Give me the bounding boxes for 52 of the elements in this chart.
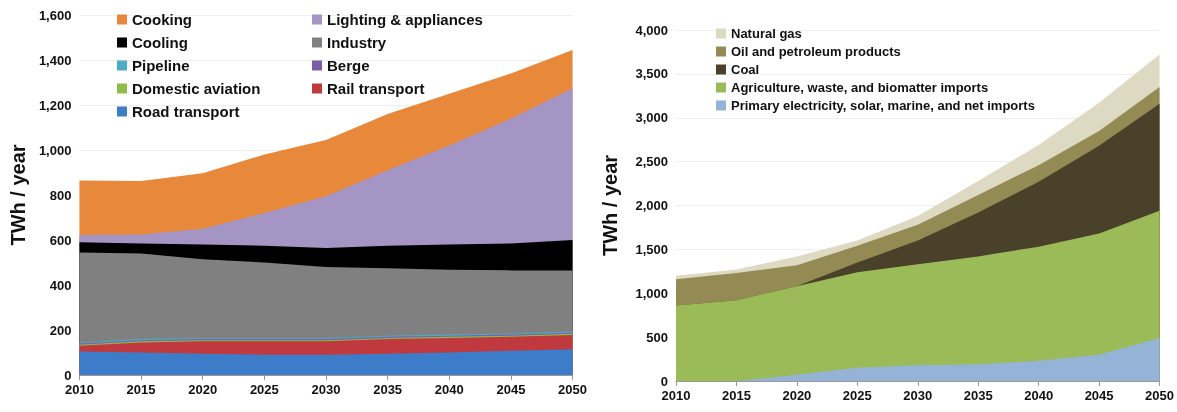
y-axis-title: TWh / year xyxy=(599,154,621,257)
y-tick-label: 600 xyxy=(49,232,72,248)
legend-label: Cooling xyxy=(132,34,188,51)
x-tick-label: 2020 xyxy=(782,388,812,403)
legend-label: Natural gas xyxy=(731,26,802,41)
y-tick-label: 0 xyxy=(64,367,72,383)
legend-label: Rail transport xyxy=(327,80,425,97)
y-tick-label: 1,000 xyxy=(38,142,72,158)
y-tick-label: 3,000 xyxy=(635,110,668,126)
y-tick-label: 2,500 xyxy=(635,154,668,170)
legend-label: Road transport xyxy=(132,103,240,120)
x-tick-label: 2030 xyxy=(903,388,933,403)
y-tick-label: 800 xyxy=(49,187,72,203)
x-tick-label: 2050 xyxy=(558,382,587,397)
legend-label: Industry xyxy=(327,34,387,51)
x-tick-label: 2010 xyxy=(64,382,94,397)
x-tick-label: 2045 xyxy=(496,382,526,397)
legend-label: Berge xyxy=(327,57,370,74)
y-tick-label: 1,400 xyxy=(38,52,72,68)
legend-label: Coal xyxy=(731,62,760,77)
y-tick-label: 500 xyxy=(646,329,668,345)
x-tick-label: 2035 xyxy=(373,382,403,397)
x-tick-label: 2035 xyxy=(963,388,993,403)
x-tick-label: 2015 xyxy=(721,388,751,403)
y-tick-label: 2,000 xyxy=(635,198,668,213)
x-tick-label: 2040 xyxy=(434,382,464,397)
legend-label: Cooking xyxy=(132,11,192,28)
x-tick-label: 2025 xyxy=(842,388,872,403)
y-tick-label: 4,000 xyxy=(635,22,668,38)
y-axis-title: TWh / year xyxy=(7,144,29,246)
legend-label: Lighting & appliances xyxy=(327,11,483,28)
legend-label: Primary electricity, solar, marine, and net imports xyxy=(731,98,1035,113)
legend-label: Agriculture, waste, and biomatter imports xyxy=(731,80,989,95)
x-tick-label: 2025 xyxy=(249,382,279,397)
x-tick-label: 2015 xyxy=(126,382,156,397)
x-tick-label: 2030 xyxy=(311,382,341,397)
y-tick-label: 1,200 xyxy=(38,97,72,113)
y-tick-label: 3,500 xyxy=(635,66,668,82)
y-tick-label: 1,500 xyxy=(635,241,668,257)
y-tick-label: 200 xyxy=(49,322,72,338)
x-tick-label: 2020 xyxy=(188,382,218,397)
y-tick-label: 1,000 xyxy=(635,285,668,301)
y-tick-label: 400 xyxy=(49,277,72,293)
x-tick-label: 2040 xyxy=(1024,388,1054,403)
legend-label: Oil and petroleum products xyxy=(731,44,901,59)
x-tick-label: 2050 xyxy=(1145,388,1174,403)
y-tick-label: 0 xyxy=(660,373,668,389)
x-tick-label: 2045 xyxy=(1084,388,1114,403)
legend-label: Domestic aviation xyxy=(132,80,261,97)
y-tick-label: 1,600 xyxy=(38,7,72,23)
legend-label: Pipeline xyxy=(132,57,190,74)
x-tick-label: 2010 xyxy=(661,388,691,403)
